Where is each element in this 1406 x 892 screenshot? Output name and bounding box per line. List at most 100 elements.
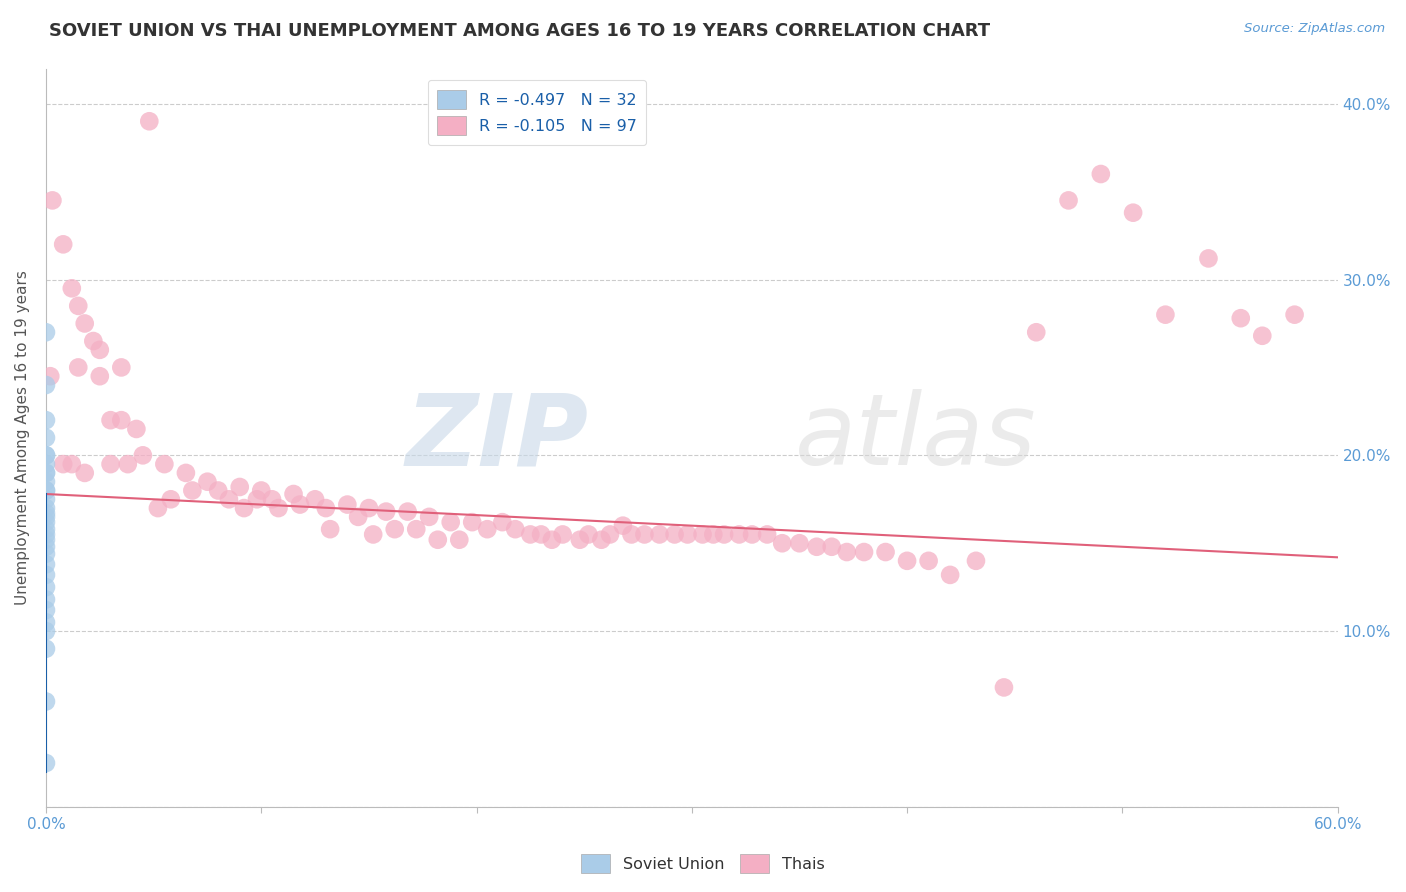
Point	[821, 540, 844, 554]
Point	[125, 422, 148, 436]
Point	[35, 325, 58, 339]
Point	[336, 498, 359, 512]
Point	[728, 527, 751, 541]
Point	[153, 457, 176, 471]
Point	[1025, 325, 1047, 339]
Point	[1122, 205, 1144, 219]
Point	[110, 413, 132, 427]
Legend: Soviet Union, Thais: Soviet Union, Thais	[575, 847, 831, 880]
Point	[35, 558, 58, 572]
Point	[35, 580, 58, 594]
Point	[35, 466, 58, 480]
Point	[246, 492, 269, 507]
Point	[35, 756, 58, 770]
Point	[917, 554, 939, 568]
Point	[35, 466, 58, 480]
Point	[41, 194, 63, 208]
Point	[35, 483, 58, 498]
Point	[1057, 194, 1080, 208]
Point	[578, 527, 600, 541]
Point	[174, 466, 197, 480]
Point	[52, 457, 75, 471]
Point	[440, 515, 463, 529]
Point	[39, 369, 62, 384]
Point	[35, 527, 58, 541]
Point	[568, 533, 591, 547]
Point	[60, 457, 83, 471]
Point	[35, 641, 58, 656]
Point	[267, 501, 290, 516]
Point	[117, 457, 139, 471]
Point	[789, 536, 811, 550]
Point	[713, 527, 735, 541]
Point	[35, 540, 58, 554]
Point	[89, 343, 111, 357]
Point	[519, 527, 541, 541]
Point	[35, 413, 58, 427]
Point	[319, 522, 342, 536]
Point	[283, 487, 305, 501]
Point	[551, 527, 574, 541]
Point	[396, 505, 419, 519]
Point	[530, 527, 553, 541]
Point	[35, 501, 58, 516]
Point	[100, 457, 122, 471]
Point	[426, 533, 449, 547]
Point	[35, 547, 58, 561]
Point	[702, 527, 724, 541]
Point	[35, 533, 58, 547]
Point	[82, 334, 104, 348]
Point	[633, 527, 655, 541]
Point	[756, 527, 779, 541]
Point	[35, 448, 58, 462]
Point	[384, 522, 406, 536]
Point	[67, 299, 90, 313]
Point	[288, 498, 311, 512]
Point	[35, 431, 58, 445]
Point	[73, 317, 96, 331]
Point	[35, 378, 58, 392]
Point	[361, 527, 384, 541]
Point	[35, 603, 58, 617]
Point	[35, 624, 58, 639]
Point	[1090, 167, 1112, 181]
Point	[228, 480, 250, 494]
Point	[100, 413, 122, 427]
Point	[853, 545, 876, 559]
Point	[250, 483, 273, 498]
Point	[35, 592, 58, 607]
Point	[503, 522, 526, 536]
Point	[260, 492, 283, 507]
Point	[875, 545, 897, 559]
Point	[741, 527, 763, 541]
Point	[233, 501, 256, 516]
Point	[461, 515, 484, 529]
Point	[835, 545, 858, 559]
Point	[1284, 308, 1306, 322]
Point	[620, 527, 643, 541]
Point	[181, 483, 204, 498]
Point	[160, 492, 183, 507]
Point	[60, 281, 83, 295]
Point	[1154, 308, 1177, 322]
Point	[664, 527, 686, 541]
Point	[35, 475, 58, 489]
Point	[35, 492, 58, 507]
Text: ZIP: ZIP	[405, 389, 589, 486]
Point	[896, 554, 918, 568]
Point	[89, 369, 111, 384]
Point	[676, 527, 699, 541]
Point	[315, 501, 337, 516]
Point	[418, 509, 440, 524]
Point	[138, 114, 160, 128]
Point	[35, 568, 58, 582]
Point	[207, 483, 229, 498]
Point	[477, 522, 499, 536]
Point	[35, 694, 58, 708]
Point	[612, 518, 634, 533]
Point	[35, 615, 58, 630]
Point	[1229, 311, 1251, 326]
Point	[405, 522, 427, 536]
Point	[146, 501, 169, 516]
Point	[449, 533, 471, 547]
